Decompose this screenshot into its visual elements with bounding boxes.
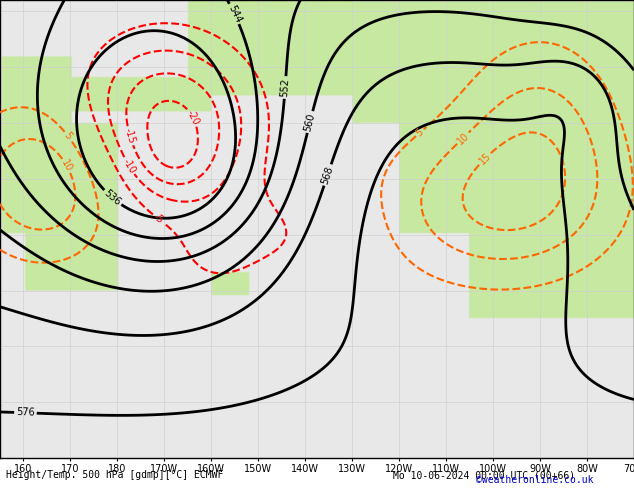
Text: 560: 560 xyxy=(303,112,317,132)
Text: 5: 5 xyxy=(414,127,425,139)
Text: -15: -15 xyxy=(123,127,137,145)
Text: 10: 10 xyxy=(455,130,471,146)
Text: 536: 536 xyxy=(102,188,122,208)
Text: -10: -10 xyxy=(120,156,138,175)
Text: ©weatheronline.co.uk: ©weatheronline.co.uk xyxy=(476,475,593,485)
Text: 552: 552 xyxy=(280,78,291,97)
Text: -5: -5 xyxy=(152,212,165,226)
Text: -20: -20 xyxy=(184,108,201,127)
Text: 15: 15 xyxy=(477,151,493,167)
Text: Mo 10-06-2024 00:00 UTC (00+66): Mo 10-06-2024 00:00 UTC (00+66) xyxy=(393,470,575,480)
Text: Height/Temp. 500 hPa [gdmp][°C] ECMWF: Height/Temp. 500 hPa [gdmp][°C] ECMWF xyxy=(6,470,224,480)
Text: 568: 568 xyxy=(320,165,335,185)
Text: 544: 544 xyxy=(226,3,243,24)
Text: 576: 576 xyxy=(16,408,35,418)
Text: 5: 5 xyxy=(62,130,74,141)
Text: 10: 10 xyxy=(59,158,74,173)
